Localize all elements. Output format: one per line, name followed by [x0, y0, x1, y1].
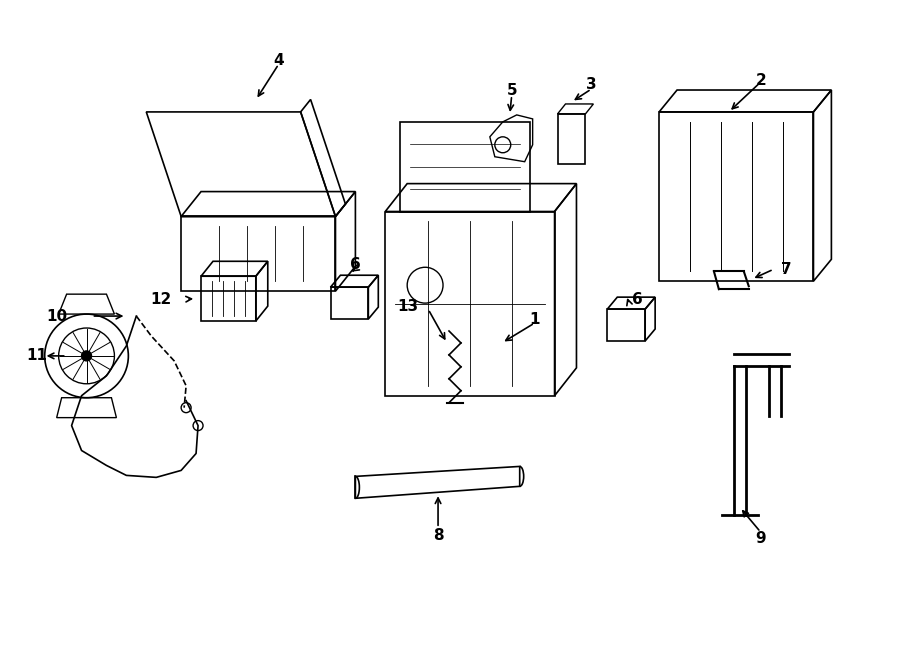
Text: 12: 12: [150, 292, 172, 307]
Text: 5: 5: [507, 83, 517, 98]
Text: 13: 13: [398, 299, 418, 313]
Text: 10: 10: [46, 309, 68, 324]
Text: 1: 1: [529, 311, 540, 327]
Text: 9: 9: [755, 531, 766, 545]
Text: 4: 4: [274, 53, 284, 67]
Text: 3: 3: [586, 77, 597, 91]
Text: 7: 7: [781, 262, 792, 277]
Text: 11: 11: [26, 348, 47, 364]
Text: 6: 6: [632, 292, 643, 307]
Text: 8: 8: [433, 527, 444, 543]
Text: 2: 2: [755, 73, 766, 87]
Text: 6: 6: [350, 256, 361, 272]
Circle shape: [82, 351, 92, 361]
